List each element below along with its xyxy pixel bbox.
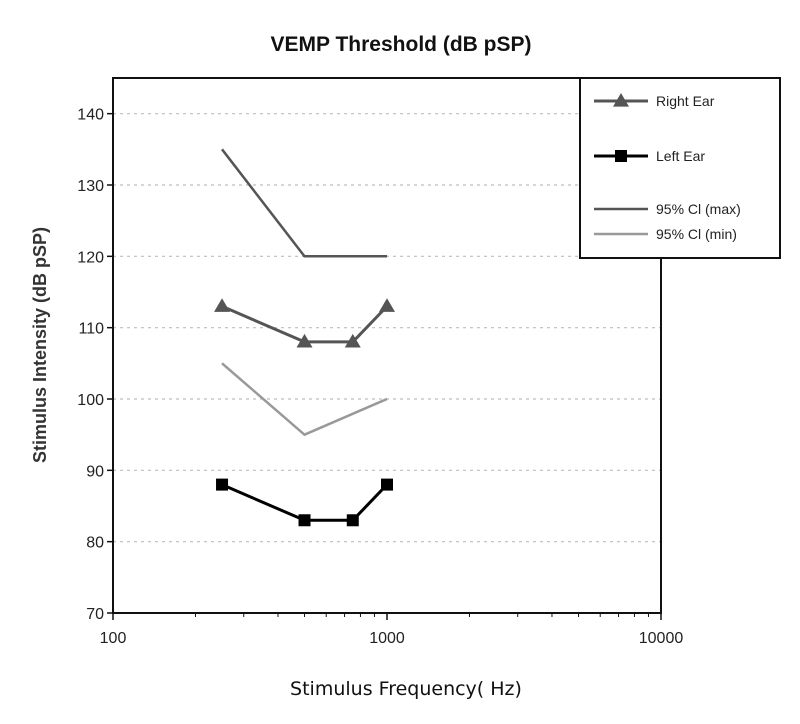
y-tick-label: 130 [77,178,104,195]
y-axis-label: Stimulus Intensity (dB pSP) [30,227,50,463]
legend-marker-0 [613,93,629,107]
y-tick-label: 70 [86,606,104,623]
x-axis-label: Stimulus Frequency( Hz) [290,678,522,700]
y-tick-label: 110 [78,321,104,338]
legend-box [579,77,781,259]
y-tick-label: 140 [77,107,104,124]
x-tick-label: 1000 [369,630,405,647]
chart-title: VEMP Threshold (dB pSP) [271,33,532,56]
series-line-3 [221,362,388,436]
data-point-0-1 [296,333,313,348]
legend: Right Ear Left Ear 95% Cl (max) 95% Cl (min… [579,77,781,259]
y-tick-label: 80 [86,535,104,552]
legend-marker-1 [615,150,627,162]
y-tick-label: 120 [77,249,104,266]
data-point-1-3 [381,478,393,491]
data-point-1-0 [216,478,229,491]
data-point-1-1 [298,514,311,527]
y-axis-ticks: 70 80 90 100 110 120 130 140 [77,107,113,623]
plot-area-frame [112,77,662,614]
grid-lines [113,113,661,543]
series-line-1 [221,483,389,522]
data-point-1-2 [346,514,359,527]
legend-label-0: Right Ear [656,93,715,109]
y-tick-label: 100 [77,392,104,409]
legend-label-1: Left Ear [656,148,705,164]
x-tick-label: 10000 [639,630,684,647]
legend-label-3: 95% Cl (min) [656,226,737,242]
series-line-2 [221,148,387,258]
x-tick-label: 100 [100,630,127,647]
y-tick-label: 90 [86,463,104,480]
x-axis-ticks: 100 1000 10000 [100,613,684,647]
series-layer [214,148,395,527]
data-point-0-0 [214,298,231,312]
data-point-0-3 [379,298,395,312]
data-point-0-2 [344,333,361,348]
legend-label-2: 95% Cl (max) [656,201,741,217]
series-line-0 [221,304,389,344]
